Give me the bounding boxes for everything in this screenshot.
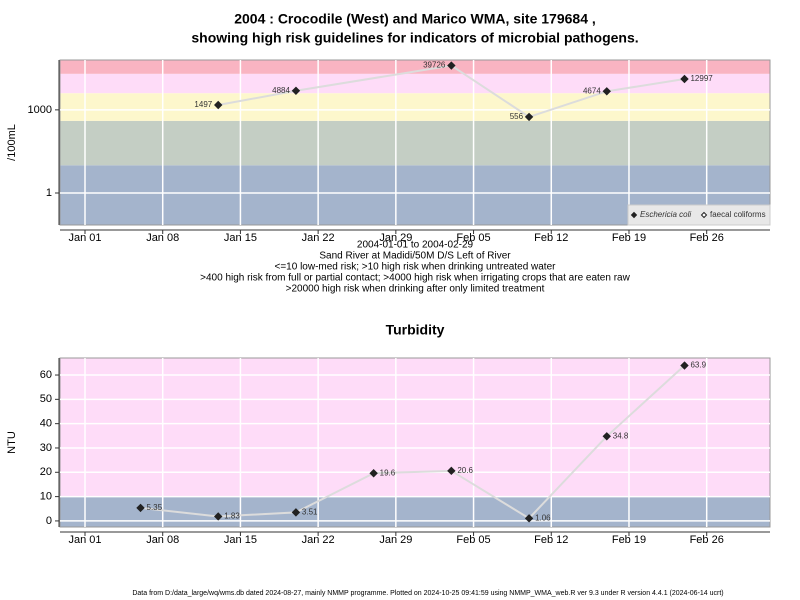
risk-band: [60, 120, 770, 166]
x-tick-label: Feb 12: [534, 534, 568, 546]
y-tick-label: 30: [40, 442, 52, 454]
data-label: 1497: [194, 100, 212, 109]
data-point: [680, 74, 689, 84]
data-point: [291, 86, 301, 95]
data-point: [524, 112, 534, 122]
y-tick-label: 0: [46, 515, 52, 527]
series-line: [218, 64, 685, 119]
legend-label: faecal coliforms: [710, 210, 766, 219]
data-point: [291, 508, 301, 517]
plot-frame: [59, 357, 771, 528]
data-point: [136, 503, 145, 513]
y-tick-label: 40: [40, 418, 52, 430]
y-tick-label: 50: [40, 393, 52, 405]
data-point: [524, 514, 534, 523]
chart-title: 2004 : Crocodile (West) and Marico WMA, …: [234, 11, 596, 27]
y-tick-label: 10: [40, 491, 52, 503]
data-point: [602, 432, 611, 441]
y-tick-label: 20: [40, 466, 52, 478]
risk-band: [60, 60, 770, 74]
x-tick-label: Feb 12: [534, 232, 568, 244]
data-label: 12997: [690, 74, 713, 83]
x-tick-label: Jan 22: [302, 534, 335, 546]
data-label: 3.51: [302, 507, 318, 516]
note: <=10 low-med risk; >10 high risk when dr…: [275, 262, 557, 273]
legend-marker: [630, 211, 638, 219]
data-label: 4884: [272, 86, 290, 95]
data-label: 39726: [423, 61, 446, 70]
x-tick-label: Jan 01: [68, 232, 101, 244]
data-label: 4674: [583, 86, 601, 95]
data-point: [447, 466, 456, 476]
note: >20000 high risk when drinking after onl…: [286, 284, 545, 295]
y-tick-label: 1: [46, 187, 52, 199]
x-tick-label: Jan 15: [224, 232, 257, 244]
x-tick-label: Jan 29: [379, 534, 412, 546]
data-label: 5.35: [147, 503, 163, 512]
footer: Data from D:/data_large/wq/wms.db dated …: [132, 590, 723, 597]
note: 2004-01-01 to 2004-02-29: [357, 240, 474, 251]
data-label: 63.9: [690, 361, 706, 370]
y-tick-label: 60: [40, 369, 52, 381]
data-point: [680, 361, 689, 370]
data-label: 1.83: [224, 512, 240, 521]
x-tick-label: Jan 29: [379, 232, 412, 244]
note: Sand River at Madidi/50M D/S Left of Riv…: [319, 251, 511, 262]
y-axis-label: /100mL: [6, 124, 18, 161]
data-point: [369, 469, 378, 478]
plot-frame: [59, 59, 771, 226]
risk-band: [60, 358, 770, 497]
note: >400 high risk from full or partial cont…: [200, 273, 630, 284]
risk-band: [60, 73, 770, 94]
series-line: [140, 364, 686, 520]
data-point: [447, 61, 456, 70]
risk-band: [60, 496, 770, 527]
data-label: 19.6: [380, 468, 396, 477]
data-point: [214, 512, 223, 521]
data-label: 1.06: [535, 513, 551, 522]
x-tick-label: Jan 22: [302, 232, 335, 244]
x-tick-label: Feb 26: [690, 534, 724, 546]
data-label: 34.8: [613, 431, 629, 440]
chart-title: showing high risk guidelines for indicat…: [191, 30, 638, 46]
y-axis-label: NTU: [6, 431, 18, 454]
data-point: [602, 87, 611, 96]
x-tick-label: Jan 08: [146, 232, 179, 244]
x-tick-label: Feb 05: [456, 534, 490, 546]
legend-box: [627, 204, 771, 226]
x-tick-label: Feb 19: [612, 534, 646, 546]
data-label: 556: [510, 112, 524, 121]
x-tick-label: Feb 05: [456, 232, 490, 244]
x-tick-label: Jan 15: [224, 534, 257, 546]
risk-band: [60, 93, 770, 121]
x-tick-label: Feb 26: [690, 232, 724, 244]
x-tick-label: Jan 01: [68, 534, 101, 546]
y-tick-label: 1000: [28, 104, 52, 116]
x-tick-label: Jan 08: [146, 534, 179, 546]
data-label: 20.6: [457, 466, 473, 475]
data-point: [214, 100, 223, 110]
x-tick-label: Feb 19: [612, 232, 646, 244]
legend-marker: [700, 211, 708, 219]
chart-title: Turbidity: [386, 322, 445, 338]
legend-label: Eschericia coli: [640, 210, 691, 219]
